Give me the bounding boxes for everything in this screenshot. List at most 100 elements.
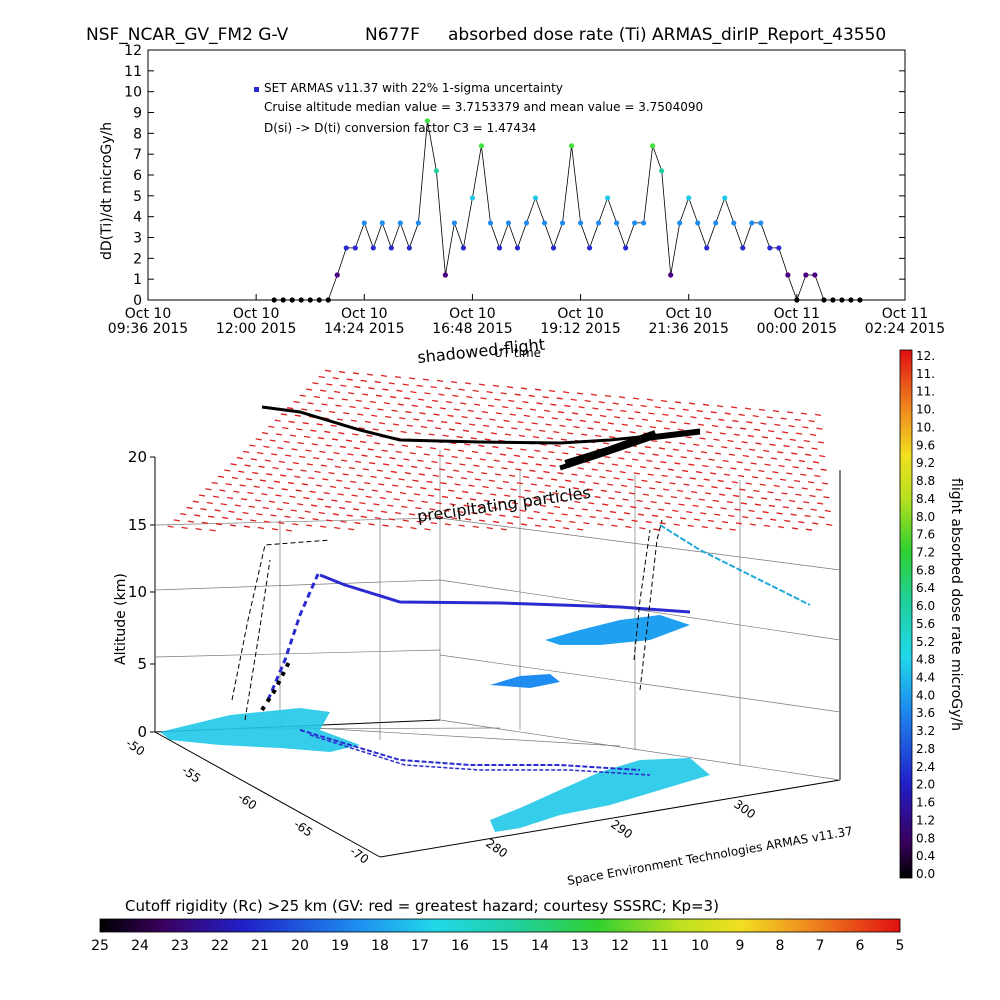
hazard-dash	[817, 441, 824, 444]
hazard-dash	[380, 374, 388, 377]
hazard-dash	[631, 519, 638, 522]
hazard-dash	[505, 508, 512, 511]
hazard-dash	[492, 384, 500, 388]
ts-point	[695, 220, 701, 226]
hazard-dash	[390, 395, 397, 399]
hazard-dash	[778, 464, 785, 468]
hazard-dash	[301, 483, 309, 486]
hazard-dash	[402, 519, 409, 522]
hazard-dash	[687, 524, 694, 527]
hazard-dash	[775, 437, 782, 440]
hazard-dash	[548, 450, 555, 454]
hazard-dash	[269, 439, 276, 442]
hazard-dash	[348, 392, 355, 395]
hazard-dash	[336, 479, 343, 482]
hazard-dash	[341, 459, 348, 462]
hazard-dash	[549, 464, 556, 467]
hazard-dash	[644, 507, 651, 510]
hazard-dash	[814, 413, 822, 417]
hazard-dash	[250, 458, 257, 461]
hazard-dash	[503, 419, 510, 423]
ts-point	[460, 245, 467, 251]
hazard-dash	[396, 389, 403, 392]
hazard-dash	[818, 516, 825, 519]
hazard-dash	[340, 520, 347, 523]
hazard-dash	[768, 429, 775, 433]
hazard-dash	[352, 508, 360, 511]
hazard-dash	[348, 528, 355, 531]
hazard-dash	[345, 439, 353, 442]
hazard-dash	[558, 411, 565, 414]
hazard-dash	[358, 427, 365, 430]
hazard-dash	[331, 499, 338, 502]
dose-tick-label: 9.6	[916, 438, 935, 452]
hazard-dash	[551, 478, 558, 481]
hazard-dash	[486, 391, 493, 394]
hazard-dash	[233, 490, 240, 493]
hazard-dash	[322, 478, 329, 481]
hazard-dash	[299, 455, 306, 459]
hazard-dash	[395, 450, 402, 454]
hazard-dash	[431, 460, 438, 464]
hazard-dash	[444, 523, 451, 526]
hazard-dash	[745, 482, 752, 485]
hazard-dash	[623, 512, 631, 515]
hazard-dash	[584, 399, 591, 403]
hazard-dash	[611, 463, 619, 466]
hazard-dash	[327, 458, 334, 461]
hazard-dash	[525, 428, 532, 431]
hazard-dash	[278, 460, 285, 463]
hazard-dash	[502, 480, 509, 484]
hazard-dash	[264, 520, 271, 523]
hazard-dash	[805, 453, 812, 456]
rigidity-tick-label: 12	[611, 938, 629, 954]
hazard-dash	[404, 472, 411, 475]
hazard-dash	[334, 526, 341, 530]
ts-point	[650, 143, 656, 149]
hazard-dash	[758, 408, 766, 412]
hazard-dash	[494, 398, 501, 401]
hazard-dash	[534, 388, 542, 391]
hazard-dash	[270, 514, 277, 517]
hazard-dash	[429, 447, 437, 450]
hazard-dash	[590, 393, 598, 396]
hazard-dash	[658, 447, 666, 450]
hazard-dash	[543, 470, 550, 474]
hazard-dash	[236, 456, 243, 460]
hazard-dash	[328, 471, 335, 475]
hazard-dash	[553, 430, 560, 434]
hazard-dash	[826, 523, 833, 526]
hazard-dash	[312, 382, 319, 385]
dose-tick-label: 5.6	[916, 617, 935, 631]
hazard-dash	[443, 448, 451, 451]
hazard-dash	[392, 423, 400, 426]
hazard-dash	[409, 452, 416, 455]
hazard-dash	[440, 482, 447, 485]
hazard-dash	[558, 485, 565, 489]
hazard-dash	[588, 502, 595, 505]
hazard-dash	[656, 494, 663, 498]
hazard-dash	[559, 424, 566, 428]
ts-ytick-label: 1	[133, 272, 142, 288]
hazard-dash	[740, 427, 747, 430]
hazard-dash	[816, 427, 823, 430]
hazard-dash	[359, 440, 367, 444]
hazard-dash	[313, 395, 320, 399]
hazard-dash	[276, 508, 283, 511]
hazard-dash	[640, 404, 647, 408]
hazard-dash	[635, 424, 642, 428]
hazard-dash	[356, 474, 363, 477]
hazard-dash	[758, 469, 765, 473]
hazard-dash	[700, 451, 708, 454]
ts-point	[289, 297, 295, 303]
hazard-dash	[791, 452, 798, 455]
hazard-dash	[357, 413, 364, 416]
hazard-dash	[261, 431, 269, 435]
hazard-dash	[578, 406, 585, 409]
hazard-dash	[627, 478, 634, 481]
ts-point	[325, 297, 331, 303]
hazard-dash	[606, 408, 613, 411]
ts-ytick-label: 8	[133, 126, 142, 142]
hazard-dash	[186, 506, 193, 510]
z-tick-label: 0	[137, 723, 147, 741]
